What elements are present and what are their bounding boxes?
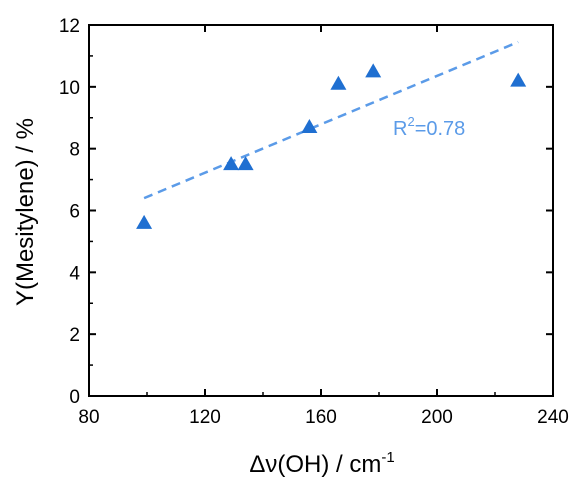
data-point-triangle bbox=[365, 63, 382, 78]
x-tick-label: 240 bbox=[537, 407, 569, 428]
data-point-triangle bbox=[301, 119, 318, 134]
y-tick-label: 8 bbox=[69, 140, 80, 161]
data-point-triangle bbox=[237, 156, 254, 171]
y-axis-title: Y(Mesitylene) / % bbox=[12, 118, 39, 306]
axes: 80 120 160 200 240 0 2 4 6 8 10 12 bbox=[59, 16, 569, 428]
data-point-triangle bbox=[223, 156, 240, 171]
data-point-triangle bbox=[330, 75, 347, 90]
x-axis-title: Δν(OH) / cm-1 bbox=[249, 449, 394, 478]
y-tick-label: 12 bbox=[59, 16, 80, 37]
y-tick-label: 10 bbox=[59, 78, 80, 99]
r-squared-annotation: R2=0.78 bbox=[393, 114, 465, 140]
data-point-triangle bbox=[136, 214, 153, 229]
x-tick-label: 160 bbox=[305, 407, 337, 428]
plot-frame bbox=[88, 24, 554, 397]
y-tick-label: 2 bbox=[69, 325, 80, 346]
y-tick-label: 6 bbox=[69, 202, 80, 223]
y-tick-label: 0 bbox=[69, 387, 80, 408]
data-marks bbox=[136, 40, 527, 229]
x-tick-label: 120 bbox=[189, 407, 221, 428]
fit-line bbox=[143, 40, 519, 200]
data-point-triangle bbox=[510, 72, 527, 87]
x-tick-label: 80 bbox=[78, 407, 99, 428]
x-tick-label: 200 bbox=[421, 407, 453, 428]
y-tick-label: 4 bbox=[69, 263, 80, 284]
